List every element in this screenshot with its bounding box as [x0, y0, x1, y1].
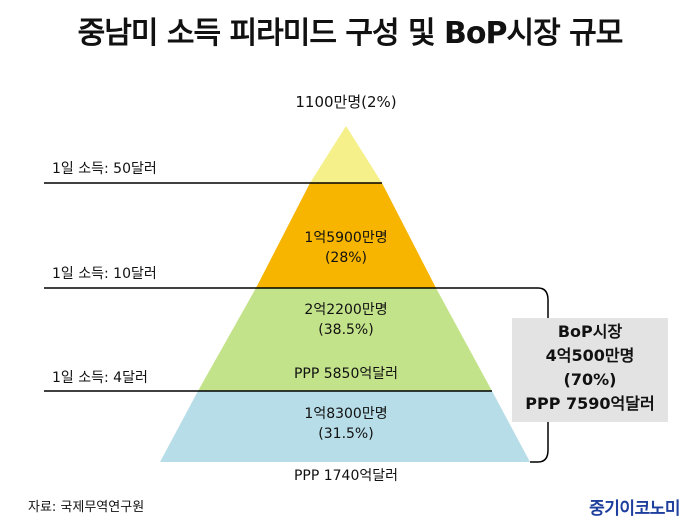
tier4-population: 1억8300만명 — [304, 406, 388, 422]
bop-market-size: PPP 7590억달러 — [525, 394, 655, 413]
diagram-title: 중남미 소득 피라미드 구성 및 BoP시장 규모 — [77, 16, 624, 51]
top-tier-label: 1100만명(2%) — [295, 93, 397, 111]
income-label-4: 1일 소득: 4달러 — [52, 370, 148, 386]
pyramid-tier-3 — [198, 288, 492, 391]
tier4-percent: (31.5%) — [318, 426, 374, 442]
tier3-percent: (38.5%) — [318, 322, 374, 338]
tier3-population: 2억2200만명 — [304, 302, 388, 318]
pyramid-tier-2 — [256, 183, 436, 288]
brand-logo: 중기이코노미 — [589, 499, 680, 519]
tier4-market: PPP 1740억달러 — [293, 468, 399, 484]
income-label-10: 1일 소득: 10달러 — [52, 266, 157, 282]
bop-market-box: BoP시장 4억500만명 (70%) PPP 7590억달러 — [512, 318, 668, 422]
bop-percent: (70%) — [563, 370, 617, 389]
bop-population: 4억500만명 — [545, 346, 635, 365]
source-note: 자료: 국제무역연구원 — [28, 500, 145, 515]
tier2-population: 1억5900만명 — [304, 230, 388, 246]
pyramid-tier-4 — [160, 391, 530, 462]
pyramid-top-tier — [310, 126, 382, 183]
bop-title: BoP시장 — [557, 322, 623, 341]
tier2-percent: (28%) — [324, 250, 368, 266]
income-label-50: 1일 소득: 50달러 — [52, 161, 157, 177]
tier3-market: PPP 5850억달러 — [293, 366, 399, 382]
